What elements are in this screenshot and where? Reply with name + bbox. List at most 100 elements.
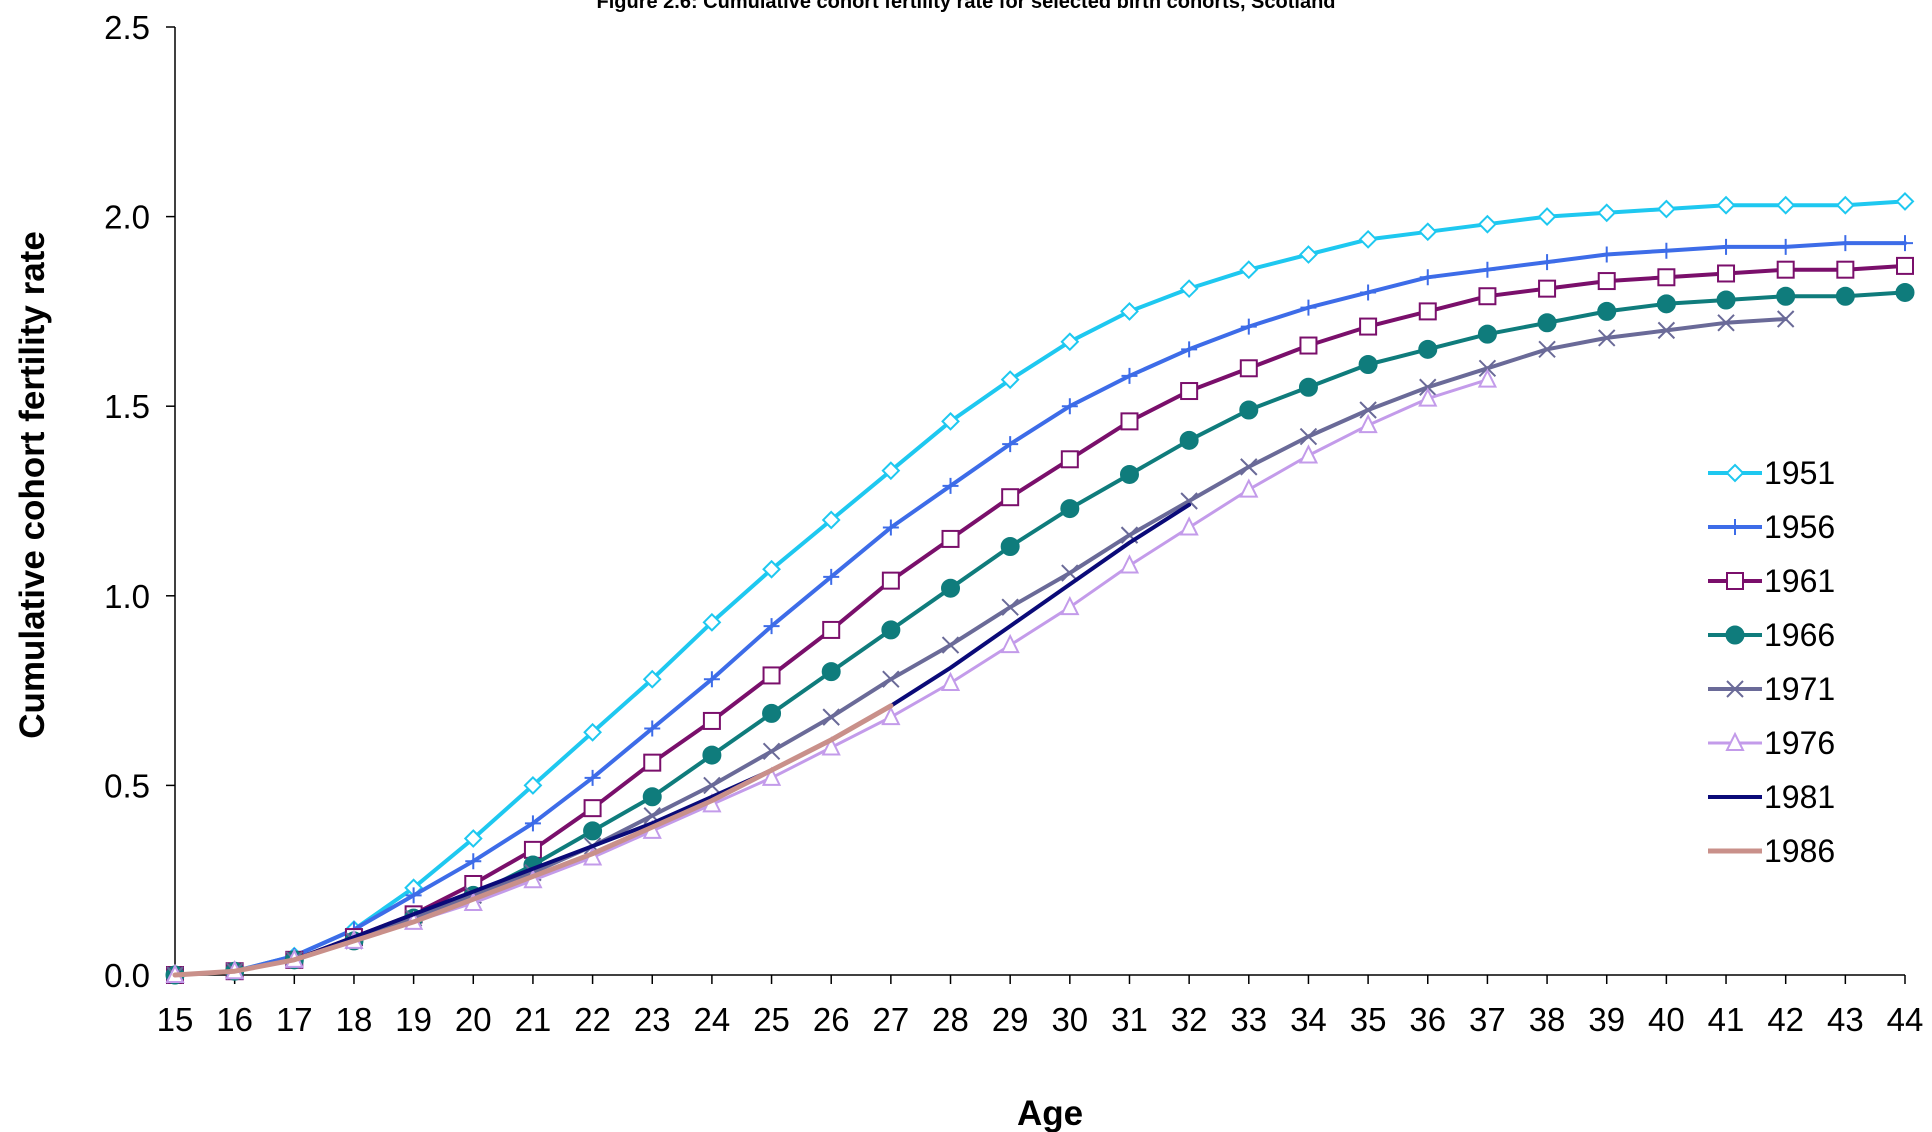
series-line-1951 (173, 199, 1907, 977)
x-tick-label: 33 (1230, 1001, 1267, 1038)
data-point-1971 (1419, 378, 1437, 396)
x-tick-label: 30 (1051, 1001, 1088, 1038)
data-point-1961 (1418, 302, 1437, 321)
data-point-1956 (823, 568, 840, 585)
data-point-1956 (1121, 367, 1138, 384)
data-point-1956 (1658, 242, 1675, 259)
data-point-1951 (881, 461, 901, 481)
data-point-1966 (1060, 499, 1080, 519)
data-point-1966 (1000, 537, 1020, 557)
data-point-1976 (761, 766, 782, 786)
legend-item-1981: 1981 (1708, 779, 1835, 815)
data-point-1956 (524, 815, 541, 832)
data-point-1961 (822, 620, 841, 639)
x-tick-label: 27 (873, 1001, 910, 1038)
data-point-1966 (881, 620, 901, 640)
x-axis-title: Age (1017, 1094, 1083, 1132)
data-point-1956 (1002, 436, 1019, 453)
x-tick-label: 22 (574, 1001, 611, 1038)
legend-item-1956: 1956 (1708, 509, 1835, 545)
y-tick-label: 1.5 (104, 388, 150, 425)
data-point-1971 (941, 636, 960, 654)
data-point-1966 (1537, 313, 1557, 333)
data-point-1951 (1358, 229, 1378, 249)
data-point-1956 (703, 671, 720, 688)
data-point-1956 (942, 477, 959, 494)
data-point-1966 (1119, 464, 1139, 484)
data-point-1961 (643, 753, 662, 772)
legend-label-1976: 1976 (1764, 725, 1835, 761)
data-point-1966 (1358, 354, 1378, 374)
data-point-1961 (702, 711, 721, 730)
legend-label-1986: 1986 (1764, 833, 1835, 869)
data-point-1971 (1478, 359, 1497, 377)
legend-marker-1951 (1725, 463, 1745, 483)
data-point-1951 (1597, 203, 1617, 223)
data-point-1961 (523, 840, 542, 859)
x-tick-label: 31 (1111, 1001, 1148, 1038)
data-point-1951 (1835, 195, 1855, 215)
data-point-1956 (1539, 254, 1556, 271)
data-point-1951 (821, 510, 841, 530)
data-point-1956 (1718, 238, 1735, 255)
legend-item-1971: 1971 (1708, 671, 1835, 707)
data-point-1971 (1776, 310, 1795, 328)
series-line-1986 (172, 703, 894, 978)
data-point-1976 (881, 705, 901, 726)
data-point-1976 (1060, 595, 1080, 616)
data-point-1976 (1298, 444, 1319, 464)
data-point-1966 (1716, 290, 1736, 310)
data-point-1971 (1717, 314, 1735, 332)
x-tick-label: 42 (1767, 1001, 1804, 1038)
data-point-1966 (1776, 286, 1796, 306)
data-point-1971 (1538, 340, 1556, 359)
series-line-1971 (173, 317, 1788, 977)
legend-label-1961: 1961 (1764, 563, 1835, 599)
data-point-1951 (523, 775, 543, 795)
series-1981 (173, 502, 1192, 977)
x-tick-label: 18 (336, 1001, 373, 1038)
data-point-1966 (941, 578, 961, 598)
data-point-1976 (1239, 478, 1259, 498)
x-tick-label: 16 (216, 1001, 253, 1038)
chart-title: Figure 2.6: Cumulative cohort fertility … (596, 0, 1335, 13)
y-axis-title: Cumulative cohort fertility rate (13, 231, 52, 739)
data-point-1956 (1837, 235, 1854, 252)
legend-item-1986: 1986 (1708, 833, 1835, 869)
data-point-1976 (1179, 516, 1199, 536)
data-point-1961 (1597, 272, 1616, 291)
data-point-1961 (583, 799, 602, 818)
data-point-1951 (1776, 195, 1796, 215)
x-tick-label: 29 (992, 1001, 1029, 1038)
series-1966 (165, 282, 1915, 985)
data-point-1971 (1299, 427, 1318, 446)
data-point-1966 (762, 703, 782, 723)
data-point-1951 (1716, 195, 1736, 215)
data-point-1956 (1777, 238, 1794, 255)
data-point-1951 (1000, 370, 1020, 390)
data-point-1956 (465, 853, 482, 870)
x-tick-label: 43 (1827, 1001, 1864, 1038)
data-point-1956 (1598, 246, 1615, 263)
data-point-1951 (1477, 214, 1497, 234)
data-point-1976 (821, 736, 841, 756)
x-tick-label: 23 (634, 1001, 671, 1038)
legend-marker-1966 (1725, 625, 1745, 645)
data-point-1971 (822, 708, 840, 726)
series-1986 (172, 703, 894, 978)
data-point-1961 (1120, 412, 1139, 431)
data-point-1951 (941, 411, 960, 431)
series-line-1981 (173, 502, 1192, 977)
data-point-1966 (1477, 324, 1497, 344)
series-1951 (165, 192, 1915, 985)
data-point-1956 (1240, 318, 1257, 335)
data-point-1961 (881, 571, 900, 590)
data-point-1951 (583, 722, 603, 742)
data-point-1951 (1239, 260, 1259, 280)
data-point-1976 (1418, 387, 1438, 407)
x-tick-label: 24 (694, 1001, 731, 1038)
x-tick-label: 34 (1290, 1001, 1327, 1038)
data-point-1961 (1299, 336, 1318, 355)
series-line-1961 (173, 263, 1907, 977)
